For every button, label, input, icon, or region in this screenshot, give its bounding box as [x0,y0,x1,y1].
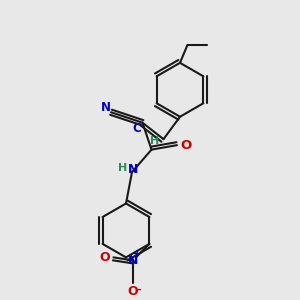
Text: O: O [128,285,138,298]
Text: -: - [136,284,141,294]
Text: O: O [180,139,192,152]
Text: H: H [118,164,127,173]
Text: N: N [128,254,138,267]
Text: H: H [151,136,160,146]
Text: N: N [100,101,111,114]
Text: O: O [99,251,110,264]
Text: +: + [133,249,141,259]
Text: C: C [133,122,142,135]
Text: N: N [128,163,139,176]
